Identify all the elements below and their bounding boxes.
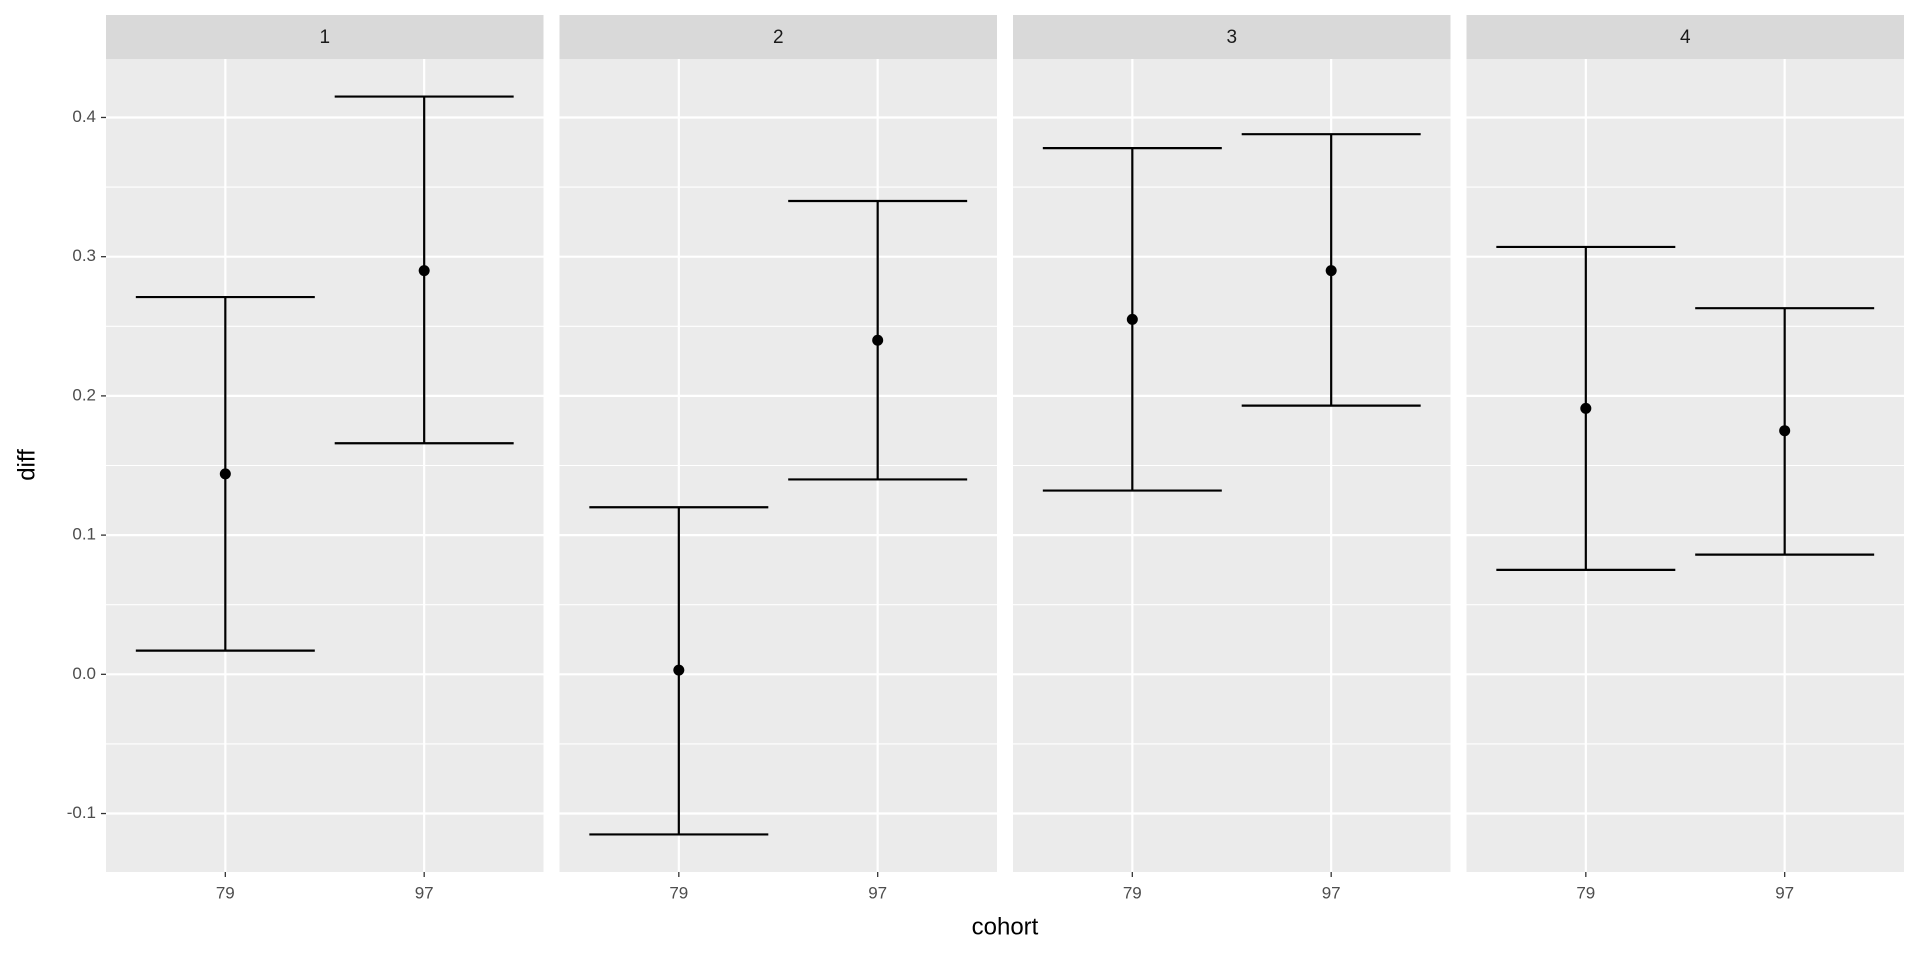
- strip: [559, 15, 997, 59]
- x-tick-label: 79: [669, 883, 688, 902]
- point: [219, 468, 231, 480]
- point: [1126, 313, 1138, 325]
- y-tick-label: 0.0: [72, 664, 96, 683]
- x-tick-label: 97: [1775, 883, 1794, 902]
- point: [872, 334, 884, 346]
- strip: [1466, 15, 1904, 59]
- x-tick-label: 79: [1123, 883, 1142, 902]
- strip: [106, 15, 544, 59]
- x-tick-label: 97: [1322, 883, 1341, 902]
- point: [1779, 425, 1791, 437]
- y-tick-label: 0.3: [72, 246, 96, 265]
- facet-title: 1: [319, 27, 330, 48]
- strip: [1013, 15, 1451, 59]
- facet-title: 2: [773, 27, 784, 48]
- point: [1580, 402, 1592, 414]
- y-tick-label: 0.2: [72, 385, 96, 404]
- point: [673, 664, 685, 676]
- x-tick-label: 97: [415, 883, 434, 902]
- y-tick-label: 0.1: [72, 525, 96, 544]
- x-axis-title: cohort: [972, 913, 1039, 940]
- point: [1325, 265, 1337, 277]
- x-tick-label: 79: [1576, 883, 1595, 902]
- y-tick-label: 0.4: [72, 107, 96, 126]
- point: [418, 265, 430, 277]
- x-tick-label: 97: [868, 883, 887, 902]
- y-tick-label: -0.1: [67, 803, 96, 822]
- facet-title: 3: [1226, 27, 1237, 48]
- x-tick-label: 79: [216, 883, 235, 902]
- y-axis-title: diff: [13, 449, 40, 481]
- facet-title: 4: [1680, 27, 1691, 48]
